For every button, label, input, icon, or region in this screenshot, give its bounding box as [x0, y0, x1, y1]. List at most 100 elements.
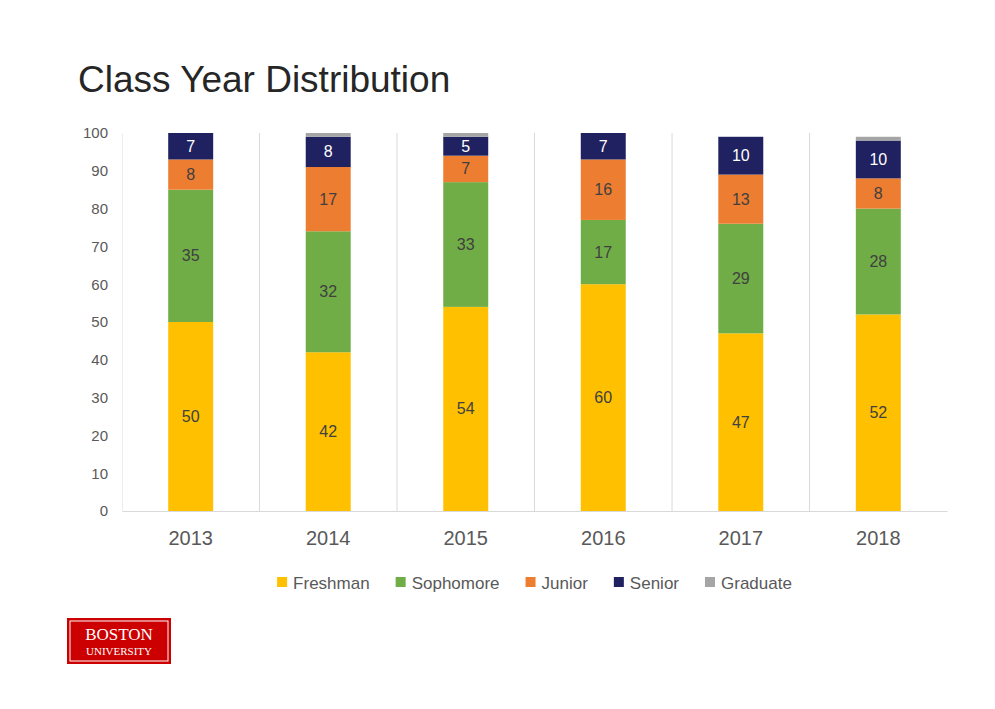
y-tick-label: 30 [91, 389, 108, 406]
y-tick-label: 80 [91, 200, 108, 217]
x-tick-label: 2014 [306, 527, 351, 549]
chart: Class Year Distribution50425460475235323… [0, 0, 995, 709]
data-label: 54 [457, 400, 475, 417]
y-tick: 80 [91, 200, 122, 217]
x-axis: 2013 2014 2015 2016 2017 2018 [123, 511, 948, 549]
data-label: 13 [732, 191, 750, 208]
x-tick: 2018 [856, 511, 901, 549]
category-divider [259, 133, 260, 511]
bar-segment [718, 224, 763, 334]
bar-segment [443, 133, 488, 137]
bar-segment [718, 137, 763, 175]
legend-swatch [396, 577, 406, 587]
data-label: 32 [319, 283, 337, 300]
bar-segment [856, 141, 901, 179]
bar-segment [856, 178, 901, 208]
bar-segment [856, 209, 901, 315]
x-tick-label: 2017 [719, 527, 764, 549]
y-tick: 40 [91, 351, 122, 368]
bar-segment [168, 322, 213, 511]
legend-item: Freshman [277, 574, 370, 593]
data-label: 35 [182, 247, 200, 264]
bar-segment [306, 137, 351, 167]
x-tick: 2016 [581, 511, 626, 549]
data-label: 47 [732, 414, 750, 431]
category-divider [809, 133, 810, 511]
data-label: 42 [319, 423, 337, 440]
y-tick-label: 60 [91, 276, 108, 293]
x-axis-line [123, 511, 948, 512]
y-tick: 60 [91, 276, 122, 293]
bar-segment [856, 314, 901, 511]
bar-segment [581, 220, 626, 284]
data-label: 10 [732, 147, 750, 164]
bar-segment [168, 159, 213, 189]
y-tick-label: 70 [91, 238, 108, 255]
y-tick-label: 90 [91, 162, 108, 179]
data-label: 33 [457, 236, 475, 253]
y-tick: 20 [91, 427, 122, 444]
y-tick: 70 [91, 238, 122, 255]
x-tick: 2013 [168, 511, 213, 549]
data-label: 7 [461, 160, 470, 177]
y-tick: 100 [83, 124, 122, 141]
data-label: 8 [324, 143, 333, 160]
data-label: 50 [182, 408, 200, 425]
logo-box [67, 618, 171, 664]
legend-item: Senior [614, 574, 679, 593]
bar-segment [443, 307, 488, 511]
legend-swatch [614, 577, 624, 587]
data-label: 52 [869, 404, 887, 421]
legend-label: Freshman [293, 574, 370, 593]
y-axis: 0 10 20 30 40 50 60 70 80 90 100 [83, 124, 123, 519]
category-divider [672, 133, 673, 511]
bar-segment [168, 133, 213, 134]
data-label: 17 [594, 244, 612, 261]
y-axis-line [122, 134, 123, 512]
grid [259, 133, 809, 511]
y-tick: 0 [100, 502, 122, 519]
x-tick: 2014 [306, 511, 351, 549]
y-tick-label: 100 [83, 124, 108, 141]
legend-swatch [526, 577, 536, 587]
bar-segment [443, 156, 488, 182]
legend-item: Sophomore [396, 574, 500, 593]
bar-segment [168, 133, 213, 159]
y-tick-label: 0 [100, 502, 108, 519]
legend-label: Graduate [721, 574, 792, 593]
bar-segment [581, 159, 626, 219]
y-tick: 30 [91, 389, 122, 406]
data-label: 5 [461, 138, 470, 155]
legend-swatch [705, 577, 715, 587]
y-tick: 90 [91, 162, 122, 179]
category-divider [534, 133, 535, 511]
bar-segment [306, 231, 351, 352]
bar-segment [306, 352, 351, 511]
bar-segment [718, 175, 763, 224]
logo: BOSTONUNIVERSITY [67, 618, 171, 664]
data-label: 8 [186, 166, 195, 183]
legend: FreshmanSophomoreJuniorSeniorGraduate [277, 574, 792, 593]
data-labels: 5042546047523532331729288177161387857101… [182, 138, 888, 440]
data-label: 28 [869, 253, 887, 270]
bar-segment [718, 333, 763, 511]
bar-segment [581, 133, 626, 159]
y-tick: 10 [91, 465, 122, 482]
data-label: 60 [594, 389, 612, 406]
data-label: 7 [599, 138, 608, 155]
y-tick-label: 50 [91, 313, 108, 330]
data-label: 16 [594, 181, 612, 198]
category-divider [396, 133, 397, 511]
y-tick-label: 20 [91, 427, 108, 444]
data-label: 10 [869, 151, 887, 168]
x-tick-label: 2018 [856, 527, 901, 549]
bar-segment [168, 190, 213, 322]
legend-label: Senior [630, 574, 679, 593]
bar-segment [856, 137, 901, 141]
y-tick-label: 10 [91, 465, 108, 482]
bar-segment [306, 133, 351, 137]
x-tick-label: 2016 [581, 527, 626, 549]
data-label: 8 [874, 185, 883, 202]
legend-item: Graduate [705, 574, 792, 593]
x-tick: 2015 [443, 511, 488, 549]
